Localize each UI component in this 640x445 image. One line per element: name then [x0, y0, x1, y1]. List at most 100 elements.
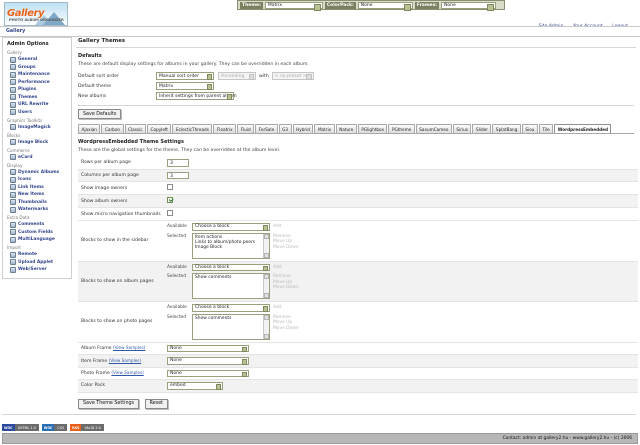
- scroll-up-icon[interactable]: [264, 314, 269, 320]
- selected-blocks-listbox[interactable]: Show comments: [192, 273, 270, 299]
- scroll-up-icon[interactable]: [264, 274, 269, 279]
- show-album-owners-checkbox[interactable]: [167, 197, 173, 203]
- sidebar-item-maintenance[interactable]: Maintenance: [10, 71, 68, 78]
- listbox-scrollbar[interactable]: [263, 314, 269, 339]
- show-micro-nav-checkbox[interactable]: [167, 210, 173, 216]
- remove-block-button[interactable]: Remove: [273, 274, 291, 279]
- gallery-logo[interactable]: Gallery PHOTO ALBUM ORGANIZER: [4, 2, 68, 26]
- scroll-up-icon[interactable]: [264, 233, 269, 239]
- selected-blocks-listbox[interactable]: Item actions Links to album/photo peers Im…: [192, 232, 270, 259]
- scroll-down-icon[interactable]: [264, 333, 269, 339]
- move-up-button[interactable]: Move Up: [273, 279, 293, 285]
- tab-tile[interactable]: Tile: [538, 124, 554, 133]
- sidebar-item-groups[interactable]: Groups: [10, 64, 68, 71]
- sidebar-item-thumbnails[interactable]: Thumbnails: [10, 199, 68, 206]
- tab-hybrid[interactable]: Hybrid: [292, 124, 314, 133]
- sidebar-item-dynamic-albums[interactable]: Dynamic Albums: [10, 169, 68, 176]
- rows-per-page-input[interactable]: 3: [167, 159, 189, 167]
- tab-splatbang[interactable]: SplatBang: [492, 124, 521, 133]
- sidebar-item-performance[interactable]: Performance: [10, 79, 68, 86]
- selected-block-item[interactable]: Show comments: [195, 315, 232, 321]
- tab-siou[interactable]: Siou: [521, 124, 538, 133]
- tab-sirius[interactable]: Sirius: [452, 124, 472, 133]
- add-block-button[interactable]: Add: [273, 264, 282, 270]
- new-albums-select[interactable]: Inherit settings from parent album: [156, 92, 237, 100]
- sort-direction-select[interactable]: Ascending: [218, 72, 256, 80]
- selected-block-item[interactable]: Show comments: [195, 275, 232, 280]
- sidebar-item-imagemagick[interactable]: ImageMagick: [10, 124, 68, 131]
- sidebar-item-icons[interactable]: Icons: [10, 176, 68, 183]
- tab-wordpressembedded[interactable]: WordpressEmbedded: [554, 124, 612, 133]
- move-up-button[interactable]: Move Up: [273, 239, 293, 244]
- sidebar-item-multilanguage[interactable]: MultiLanguage: [10, 236, 68, 243]
- selected-blocks-listbox[interactable]: Show comments: [192, 313, 270, 340]
- sidebar-item-remote[interactable]: Remote: [10, 251, 68, 258]
- sidebar-item-users[interactable]: Users: [10, 109, 68, 116]
- tab-eclecticthreads[interactable]: EclecticThreads: [172, 124, 213, 133]
- photo-frame-samples-link[interactable]: (View Samples): [111, 370, 144, 376]
- reset-button[interactable]: Reset: [144, 398, 169, 409]
- tab-nature[interactable]: Nature: [335, 124, 357, 133]
- tab-copyleft[interactable]: Copyleft: [147, 124, 172, 133]
- frames-select[interactable]: None: [441, 1, 497, 11]
- selected-block-item[interactable]: Links to album/photo peers: [195, 239, 256, 245]
- default-sort-order-select[interactable]: Manual sort order: [156, 72, 214, 80]
- tab-forsale[interactable]: ForSale: [255, 124, 278, 133]
- sidebar-item-watermarks[interactable]: Watermarks: [10, 206, 68, 213]
- validator-badge[interactable]: W3C CSS: [41, 424, 68, 431]
- sidebar-item-url-rewrite[interactable]: URL Rewrite: [10, 101, 68, 108]
- available-block-select[interactable]: Choose a block: [192, 304, 270, 312]
- remove-block-button[interactable]: Remove: [273, 233, 291, 239]
- selected-block-item[interactable]: Image Block: [195, 244, 223, 250]
- sidebar-item-upload-applet[interactable]: Upload Applet: [10, 259, 68, 266]
- default-theme-select[interactable]: Matrix: [156, 82, 214, 90]
- listbox-scrollbar[interactable]: [263, 233, 269, 258]
- cols-per-page-input[interactable]: 3: [167, 171, 189, 179]
- sidebar-item-link-items[interactable]: Link Items: [10, 184, 68, 191]
- sort-preset-select[interactable]: < no preset >: [271, 72, 314, 80]
- move-up-button[interactable]: Move Up: [273, 320, 293, 325]
- tab-matrix[interactable]: Matrix: [314, 124, 335, 133]
- tab-ajaxian[interactable]: Ajaxian: [78, 124, 101, 133]
- remove-block-button[interactable]: Remove: [273, 314, 291, 320]
- sidebar-item-new-items[interactable]: New Items: [10, 191, 68, 198]
- item-frame-samples-link[interactable]: (View Samples): [108, 357, 142, 363]
- selected-block-item[interactable]: Item actions: [195, 234, 223, 240]
- tab-pgtheme[interactable]: PGtheme: [388, 124, 415, 133]
- color-pack-select[interactable]: embed: [167, 382, 223, 390]
- scroll-down-icon[interactable]: [264, 252, 269, 258]
- sidebar-item-image-block[interactable]: Image Block: [10, 139, 68, 146]
- scroll-down-icon[interactable]: [264, 293, 269, 298]
- sidebar-item-web-server[interactable]: Web/Server: [10, 266, 68, 273]
- move-down-button[interactable]: Move Down: [273, 285, 299, 290]
- available-block-select[interactable]: Choose a block: [192, 223, 270, 231]
- tab-slider[interactable]: Slider: [472, 124, 492, 133]
- validator-badge[interactable]: W3C XHTML 1.0: [2, 424, 39, 431]
- show-image-owners-checkbox[interactable]: [167, 184, 173, 190]
- save-theme-settings-button[interactable]: Save Theme Settings: [78, 398, 140, 409]
- sidebar-item-comments[interactable]: Comments: [10, 221, 68, 228]
- album-frame-select[interactable]: None: [167, 344, 249, 352]
- tab-saxumcameo[interactable]: SaxumCameo: [415, 124, 452, 133]
- theme-select[interactable]: Matrix: [264, 1, 323, 11]
- add-block-button[interactable]: Add: [273, 305, 282, 310]
- add-block-button[interactable]: Add: [273, 224, 282, 229]
- item-frame-select[interactable]: None: [167, 357, 249, 365]
- sidebar-item-custom-fields[interactable]: Custom Fields: [10, 229, 68, 236]
- tab-pglightbox[interactable]: PGlightbox: [357, 124, 388, 133]
- sidebar-item-general[interactable]: General: [10, 56, 68, 63]
- tab-carbon[interactable]: Carbon: [101, 124, 124, 133]
- tab-floatrix[interactable]: Floatrix: [213, 124, 237, 133]
- photo-frame-select[interactable]: None: [167, 369, 249, 377]
- move-down-button[interactable]: Move Down: [273, 244, 299, 250]
- colorpack-select[interactable]: None: [357, 1, 413, 11]
- move-down-button[interactable]: Move Down: [273, 325, 299, 331]
- tab-g3[interactable]: G3: [278, 124, 292, 133]
- tab-classic[interactable]: Classic: [124, 124, 147, 133]
- sidebar-item-plugins[interactable]: Plugins: [10, 86, 68, 93]
- sidebar-item-themes[interactable]: Themes: [10, 94, 68, 101]
- available-block-select[interactable]: Choose a block: [192, 263, 270, 271]
- save-defaults-button[interactable]: Save Defaults: [78, 109, 122, 119]
- breadcrumb[interactable]: Gallery: [6, 28, 26, 34]
- tab-fluid[interactable]: Fluid: [237, 124, 255, 133]
